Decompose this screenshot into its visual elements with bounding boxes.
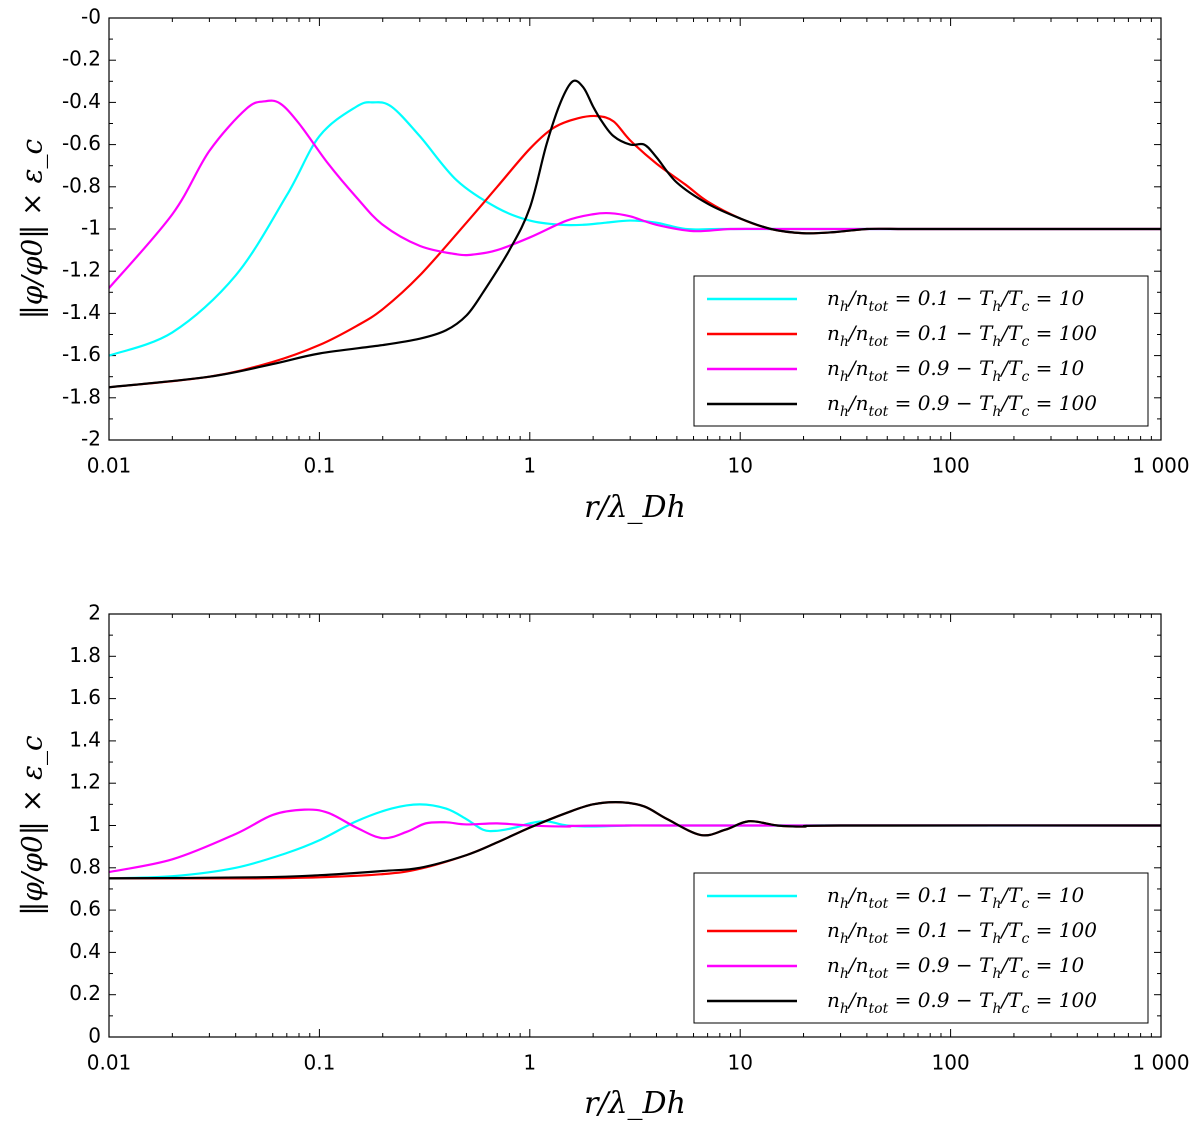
y-tick-label: -0.2: [62, 47, 101, 71]
y-tick-label: -0.8: [62, 173, 101, 197]
legend-label-1: nh/ntot = 0.1 − Th/Tc = 10: [827, 286, 1084, 316]
axes-frame: [108, 17, 1162, 441]
legend-label-3: nh/ntot = 0.9 − Th/Tc = 10: [827, 356, 1084, 386]
legend-label-2: nh/ntot = 0.1 − Th/Tc = 100: [827, 918, 1097, 948]
x-tick-label: 1: [523, 1051, 536, 1075]
axes-frame: [108, 613, 1162, 1038]
y-tick-label: -0: [81, 5, 101, 29]
legend-label-4: nh/ntot = 0.9 − Th/Tc = 100: [827, 391, 1097, 421]
y-axis-label: ‖φ/φ0‖ × ε_c: [16, 138, 49, 319]
y-tick-label: 0.8: [69, 854, 101, 878]
x-tick-label: 100: [932, 454, 970, 478]
x-tick-label: 1 000: [1132, 454, 1189, 478]
x-tick-label: 10: [727, 1051, 752, 1075]
chart-panel-1: -0 -0.2 -0.4 -0.6 -0.8 -1 -1.2 -1.4 -1.6 -1.8 -2 0.…: [16, 5, 1190, 526]
x-tick-label: 1 000: [1132, 1051, 1189, 1075]
y-tick-label: -1: [81, 216, 101, 240]
y-tick-label: -1.8: [62, 384, 101, 408]
chart-panel-2: 0 0.2 0.4 0.6 0.8 1 1.2 1.4 1.6 1.8 2 0.01 0.1 1 10 100…: [16, 601, 1190, 1122]
x-tick-label: 0.01: [87, 1051, 132, 1075]
y-tick-label: 1.4: [69, 727, 101, 751]
x-tick-label: 0.1: [303, 454, 335, 478]
legend-label-4: nh/ntot = 0.9 − Th/Tc = 100: [827, 988, 1097, 1018]
x-axis-label: r/λ_Dh: [584, 490, 686, 525]
series-line-4: [109, 801, 1161, 880]
series-line-3: [109, 808, 1161, 874]
y-tick-label: -1.6: [62, 342, 101, 366]
y-tick-label: -1.2: [62, 258, 101, 282]
legend-label-3: nh/ntot = 0.9 − Th/Tc = 10: [827, 953, 1084, 983]
x-tick-label: 0.1: [303, 1051, 335, 1075]
y-tick-label: -0.6: [62, 131, 101, 155]
series-line-2: [109, 801, 1161, 880]
x-axis-label: r/λ_Dh: [584, 1086, 686, 1121]
y-tick-label: -1.4: [62, 300, 101, 324]
y-tick-label: -2: [81, 427, 101, 451]
x-tick-label: 100: [932, 1051, 970, 1075]
series-line-1: [109, 101, 1161, 357]
y-tick-label: 0.4: [69, 939, 101, 963]
y-tick-label: -0.4: [62, 89, 101, 113]
x-tick-label: 1: [523, 454, 536, 478]
y-tick-label: 1.8: [69, 643, 101, 667]
legend: nh/ntot = 0.1 − Th/Tc = 10 nh/ntot = 0.1 …: [693, 275, 1149, 427]
legend-box: [693, 275, 1149, 427]
series-line-4: [109, 79, 1161, 389]
y-tick-label: 1.6: [69, 685, 101, 709]
y-tick-label: 0.6: [69, 897, 101, 921]
legend: nh/ntot = 0.1 − Th/Tc = 10 nh/ntot = 0.1 …: [693, 872, 1149, 1024]
y-axis-label: ‖φ/φ0‖ × ε_c: [16, 735, 49, 916]
y-tick-label: 1.2: [69, 770, 101, 794]
series-line-3: [109, 99, 1161, 289]
series-group: [109, 801, 1161, 880]
y-tick-label: 1: [88, 812, 101, 836]
series-group: [109, 79, 1161, 389]
series-line-1: [109, 803, 1161, 880]
y-tick-label: 0: [88, 1024, 101, 1048]
x-tick-label: 10: [727, 454, 752, 478]
x-tick-label: 0.01: [87, 454, 132, 478]
y-tick-label: 0.2: [69, 981, 101, 1005]
y-tick-label: 2: [88, 601, 101, 625]
legend-box: [693, 872, 1149, 1024]
legend-label-1: nh/ntot = 0.1 − Th/Tc = 10: [827, 883, 1084, 913]
legend-label-2: nh/ntot = 0.1 − Th/Tc = 100: [827, 321, 1097, 351]
